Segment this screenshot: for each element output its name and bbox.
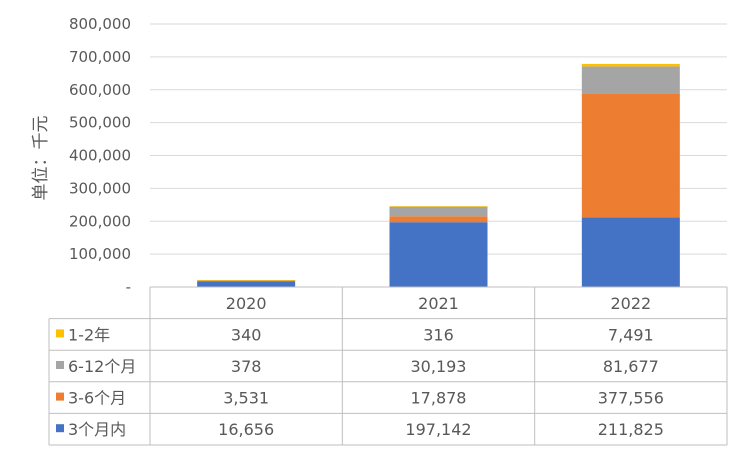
y-axis-title: 单位：千元	[31, 116, 51, 201]
bar-segment-2022	[581, 66, 680, 94]
y-tick-label: 300,000	[69, 179, 131, 197]
data-table-value: 17,878	[411, 389, 467, 408]
legend-key	[56, 424, 64, 433]
y-tick-label: 400,000	[69, 147, 131, 165]
x-category-label: 2022	[610, 294, 651, 313]
y-tick-label: 800,000	[69, 15, 131, 33]
data-table-value: 377,556	[598, 389, 664, 408]
x-category-label: 2020	[226, 294, 267, 313]
bar-segment-2021	[389, 206, 488, 217]
data-table-value: 81,677	[603, 357, 659, 376]
y-tick-label: 100,000	[69, 245, 131, 263]
data-table-value: 7,491	[608, 325, 654, 344]
data-table-value: 378	[231, 357, 262, 376]
data-table-value: 316	[423, 325, 454, 344]
bar-segment-2021	[389, 222, 488, 287]
x-category-label: 2021	[418, 294, 459, 313]
legend-label: 3-6个月	[68, 389, 126, 408]
data-table-value: 3,531	[223, 389, 269, 408]
legend-key	[56, 361, 64, 369]
bar-segment-2020	[197, 281, 296, 287]
bar-segment-2020	[197, 280, 296, 282]
legend-key	[56, 392, 64, 401]
bar-segment-2021	[389, 216, 488, 223]
y-tick-label: 600,000	[69, 81, 131, 99]
data-table-value: 211,825	[598, 420, 664, 439]
data-table-value: 340	[231, 325, 262, 344]
legend-key	[56, 329, 64, 338]
y-tick-label: -	[126, 278, 131, 296]
bar-segment-2022	[581, 93, 680, 218]
y-tick-label: 200,000	[69, 212, 131, 230]
bar-segment-2022	[581, 217, 680, 287]
y-tick-label: 500,000	[69, 114, 131, 132]
bar-segment-2022	[581, 63, 680, 67]
legend-label: 1-2年	[68, 325, 110, 344]
legend-label: 3个月内	[68, 420, 126, 439]
data-table-value: 30,193	[411, 357, 467, 376]
bar-segment-2020	[197, 280, 296, 281]
data-table-value: 16,656	[218, 420, 274, 439]
data-table-value: 197,142	[405, 420, 471, 439]
y-tick-label: 700,000	[69, 48, 131, 66]
legend-label: 6-12个月	[68, 357, 136, 376]
bar-segment-2021	[389, 206, 488, 207]
